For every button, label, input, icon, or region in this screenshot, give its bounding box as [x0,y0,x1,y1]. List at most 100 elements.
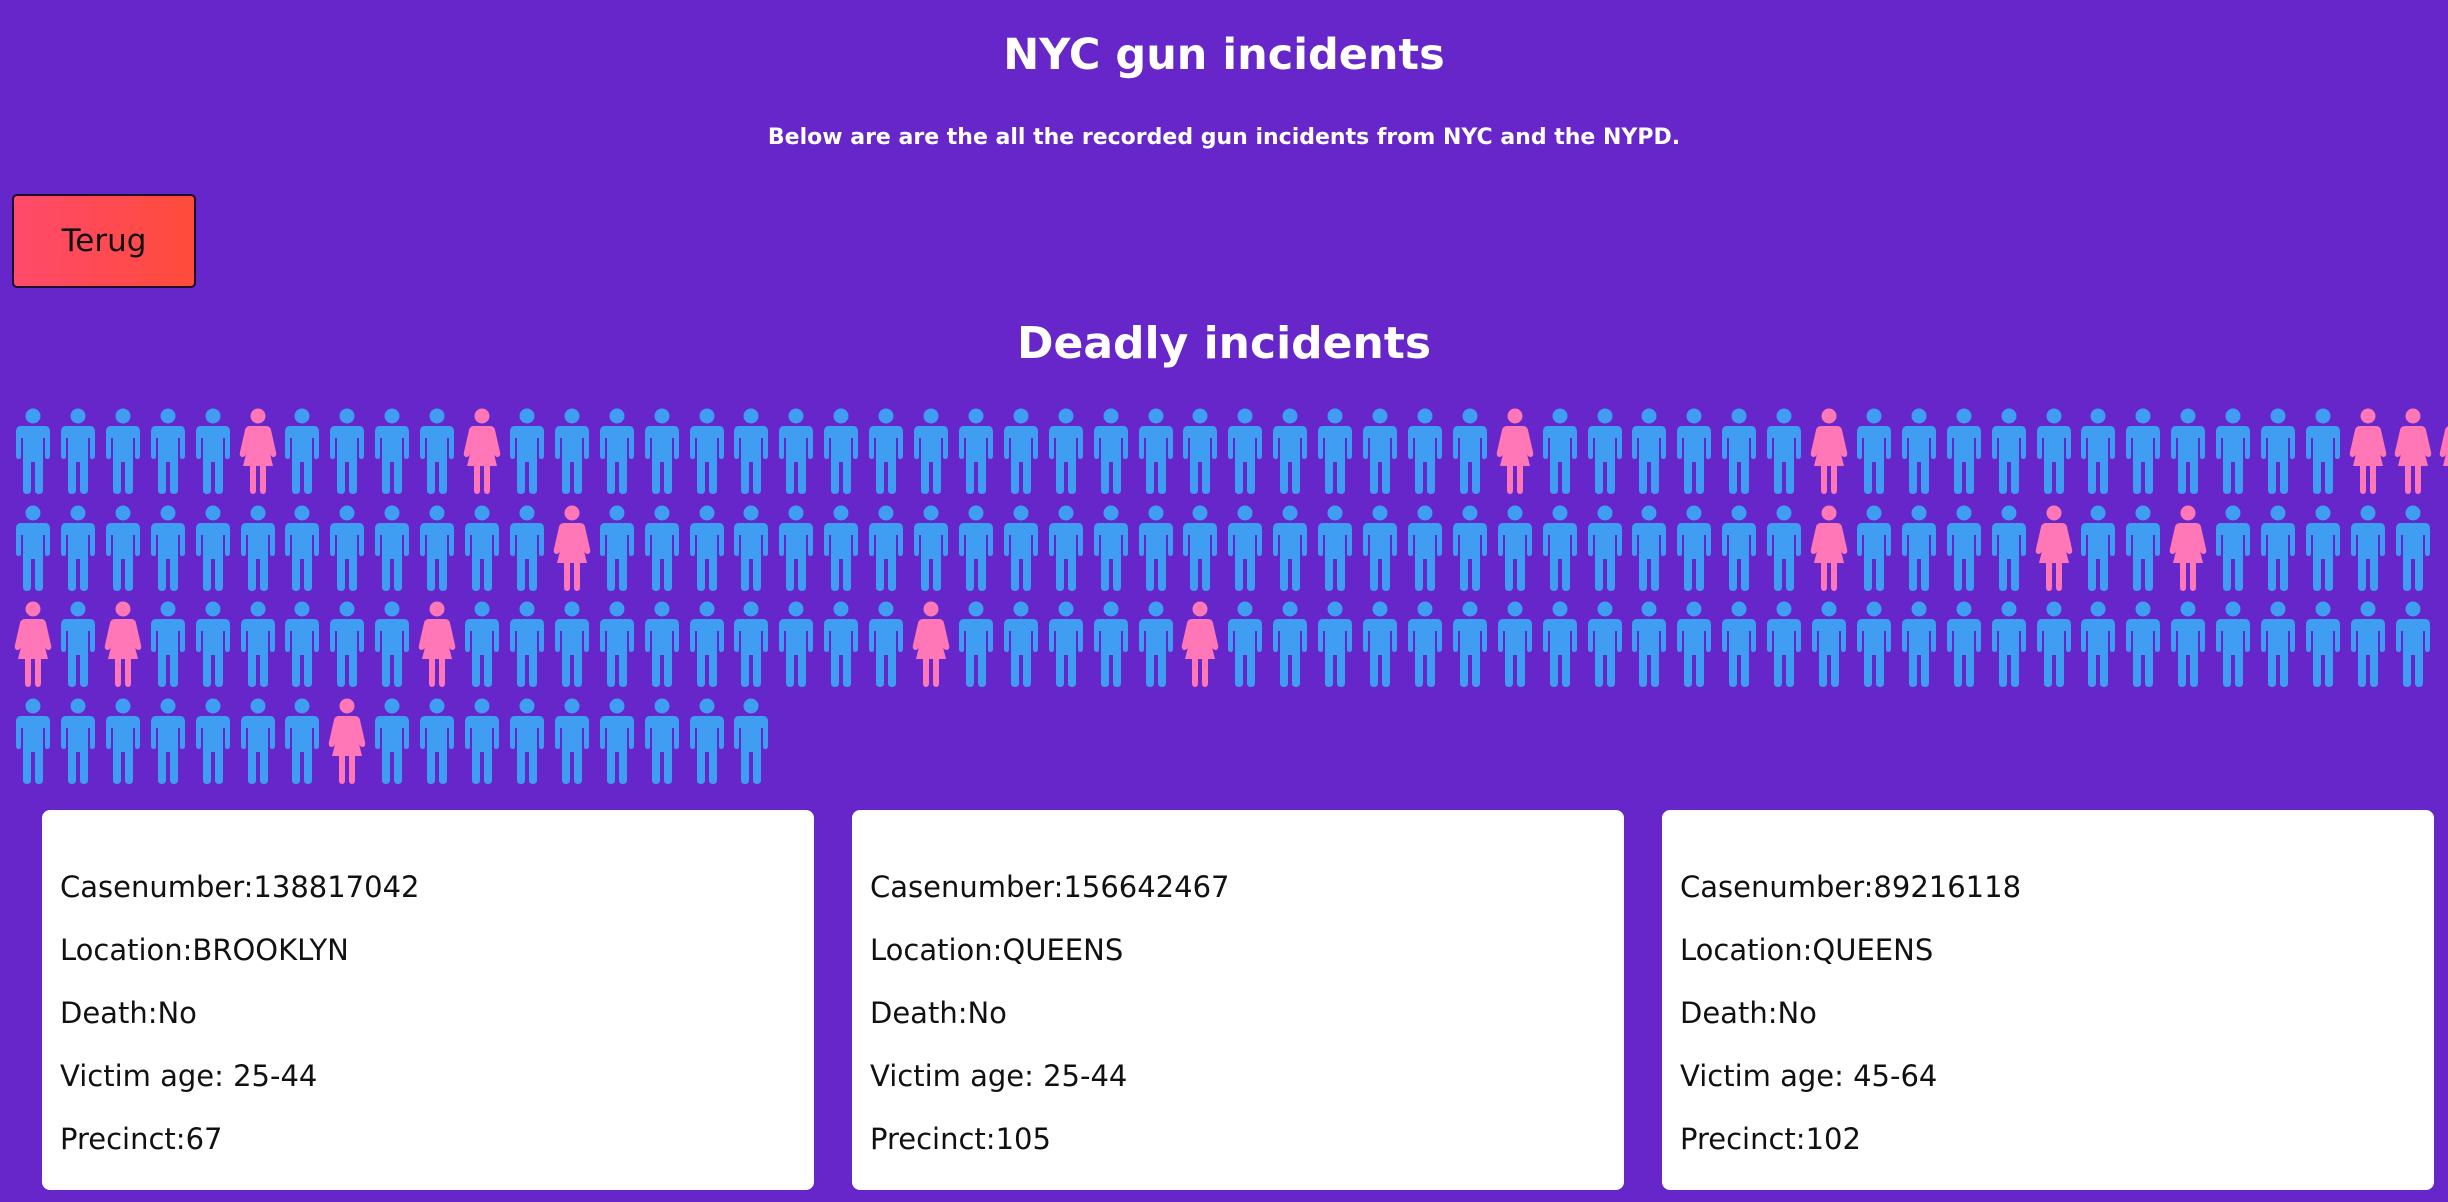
male-victim-icon [194,408,232,494]
male-victim-icon [59,505,97,591]
male-victim-icon [283,698,321,784]
male-victim-icon [732,505,770,591]
male-victim-icon [1855,601,1893,687]
male-victim-icon [1900,408,1938,494]
male-victim-icon [912,408,950,494]
victim-age: Victim age: 45-64 [1680,1059,1938,1093]
male-victim-icon [777,505,815,591]
male-victim-icon [2349,601,2387,687]
male-victim-icon [2035,601,2073,687]
male-victim-icon [508,408,546,494]
male-victim-icon [463,505,501,591]
male-victim-icon [1271,505,1309,591]
male-victim-icon [1406,408,1444,494]
male-victim-icon [688,698,726,784]
back-button[interactable]: Terug [12,194,196,288]
male-victim-icon [598,698,636,784]
male-victim-icon [2079,505,2117,591]
male-victim-icon [732,698,770,784]
male-victim-icon [2304,601,2342,687]
male-victim-icon [1047,601,1085,687]
male-victim-icon [1451,601,1489,687]
male-victim-icon [1675,505,1713,591]
male-victim-icon [1496,505,1534,591]
location: Location:QUEENS [1680,933,1934,967]
male-victim-icon [1675,601,1713,687]
male-victim-icon [822,601,860,687]
page-subtitle: Below are are the all the recorded gun i… [767,125,1681,150]
male-victim-icon [688,505,726,591]
female-victim-icon [14,601,52,687]
female-victim-icon [1810,505,1848,591]
incident-cards: Casenumber:138817042 Location:BROOKLYN D… [42,810,2435,1190]
male-victim-icon [2214,505,2252,591]
male-victim-icon [14,408,52,494]
male-victim-icon [598,408,636,494]
precinct: Precinct:102 [1680,1122,1861,1156]
casenumber: Casenumber:138817042 [60,870,420,904]
male-victim-icon [508,698,546,784]
male-victim-icon [1271,408,1309,494]
male-victim-icon [867,601,905,687]
male-victim-icon [2079,601,2117,687]
male-victim-icon [1720,408,1758,494]
male-victim-icon [2124,505,2162,591]
male-victim-icon [1765,408,1803,494]
female-victim-icon [104,601,142,687]
male-victim-icon [1137,505,1175,591]
precinct: Precinct:67 [60,1122,223,1156]
male-victim-icon [1316,408,1354,494]
death-status: Death:No [60,996,197,1030]
male-victim-icon [14,505,52,591]
male-victim-icon [1092,505,1130,591]
male-victim-icon [59,698,97,784]
male-victim-icon [822,408,860,494]
male-victim-icon [1720,505,1758,591]
male-victim-icon [1137,601,1175,687]
male-victim-icon [2304,408,2342,494]
male-victim-icon [149,601,187,687]
male-victim-icon [463,698,501,784]
male-victim-icon [732,601,770,687]
male-victim-icon [732,408,770,494]
female-victim-icon [1496,408,1534,494]
male-victim-icon [1406,505,1444,591]
male-victim-icon [1765,601,1803,687]
male-victim-icon [2259,601,2297,687]
male-victim-icon [643,601,681,687]
male-victim-icon [1361,408,1399,494]
male-victim-icon [1541,601,1579,687]
victim-pictogram [14,408,2448,786]
incident-card: Casenumber:156642467 Location:QUEENS Dea… [852,810,1624,1190]
female-victim-icon [328,698,366,784]
male-victim-icon [508,601,546,687]
male-victim-icon [2035,408,2073,494]
male-victim-icon [1047,505,1085,591]
male-victim-icon [239,601,277,687]
male-victim-icon [1451,408,1489,494]
male-victim-icon [1361,601,1399,687]
male-victim-icon [14,698,52,784]
male-victim-icon [777,601,815,687]
male-victim-icon [867,408,905,494]
male-victim-icon [1765,505,1803,591]
female-victim-icon [2439,408,2448,494]
male-victim-icon [1945,601,1983,687]
male-victim-icon [283,408,321,494]
male-victim-icon [2124,601,2162,687]
male-victim-icon [688,408,726,494]
male-victim-icon [1271,601,1309,687]
male-victim-icon [2394,505,2432,591]
male-victim-icon [822,505,860,591]
male-victim-icon [2169,601,2207,687]
male-victim-icon [957,601,995,687]
male-victim-icon [598,601,636,687]
male-victim-icon [553,698,591,784]
male-victim-icon [373,505,411,591]
male-victim-icon [2349,505,2387,591]
male-victim-icon [553,601,591,687]
male-victim-icon [688,601,726,687]
female-victim-icon [2394,408,2432,494]
male-victim-icon [1316,505,1354,591]
male-victim-icon [1092,408,1130,494]
